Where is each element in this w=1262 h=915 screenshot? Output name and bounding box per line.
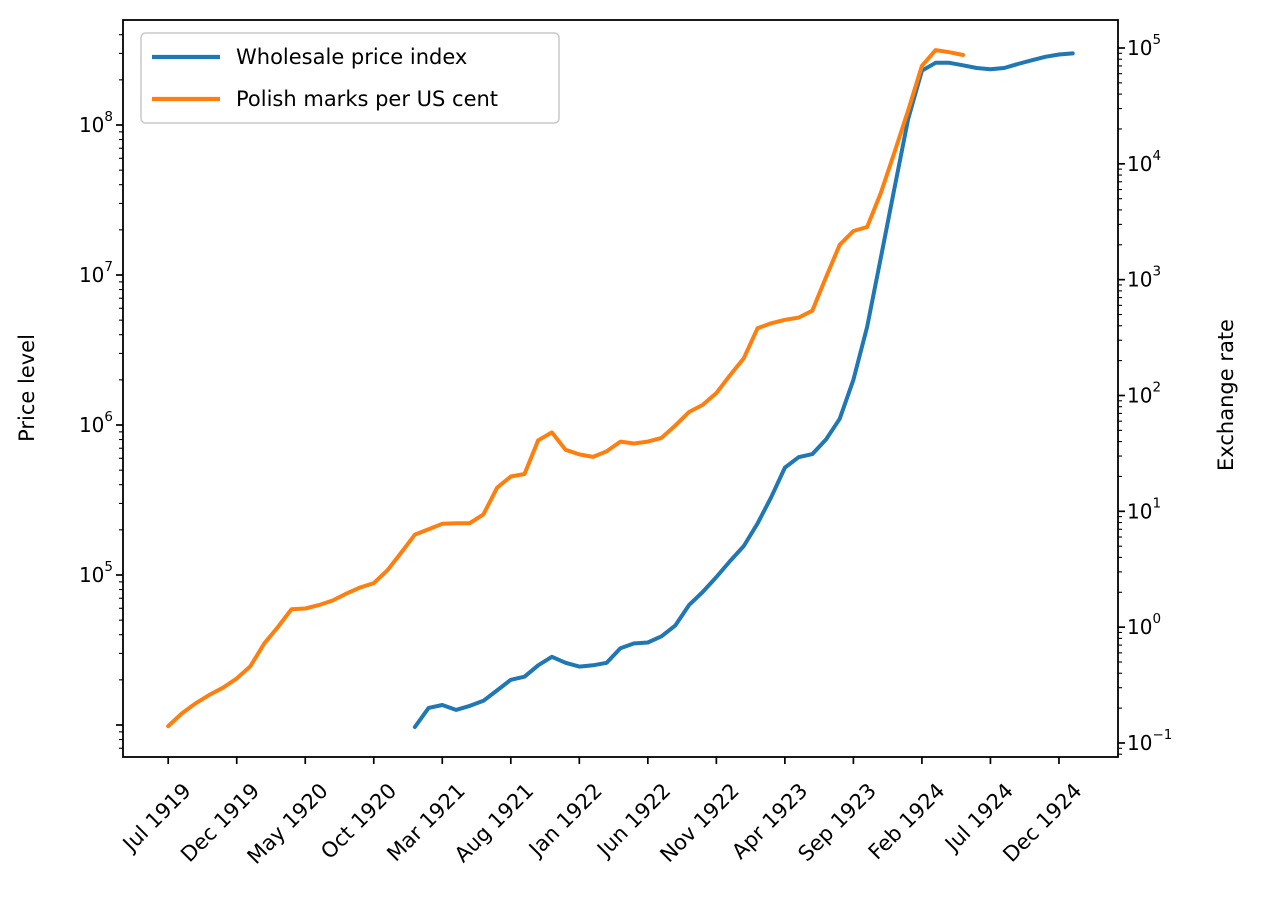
left-axis-ticks: 105 106 107 108 [79,34,123,749]
y-right-tick-label: 103 [1127,264,1161,292]
series-line-polish-marks-per-us-cent [166,48,965,729]
plot-frame [122,19,1119,758]
series-line-wholesale-price-index [412,51,1075,729]
y-right-tick-label: 10−1 [1127,727,1172,755]
y-right-tick-label: 101 [1127,495,1161,523]
x-tick-label: Jan 1922 [523,779,607,863]
y-left-tick-label: 108 [79,109,113,137]
legend-label: Wholesale price index [236,45,467,69]
y-right-tick-label: 100 [1127,611,1161,639]
y-left-tick-label: 105 [79,559,113,587]
y-right-tick-label: 104 [1127,148,1161,176]
legend-box [140,32,560,124]
legend: Wholesale price index Polish marks per U… [140,32,560,124]
left-axis-title: Price level [15,334,39,442]
legend-label: Polish marks per US cent [236,87,498,111]
y-right-tick-label: 102 [1127,379,1161,407]
y-left-tick-label: 106 [79,409,113,437]
y-left-tick-label: 107 [79,259,113,287]
series-lines [166,48,1075,729]
right-axis-ticks: 10−1 100 101 102 103 104 105 [1118,32,1172,755]
right-axis-title: Exchange rate [1214,319,1238,471]
y-right-tick-label: 105 [1127,32,1161,60]
